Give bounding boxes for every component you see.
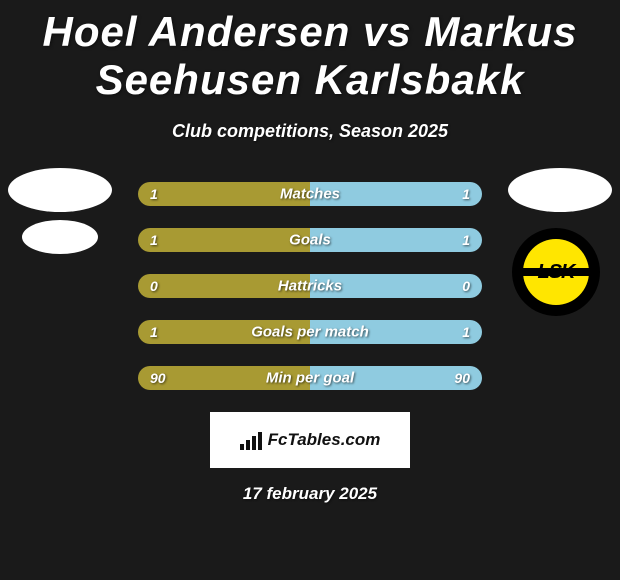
stat-value-right: 90 (454, 370, 470, 386)
stat-value-right: 1 (462, 232, 470, 248)
stat-value-left: 1 (150, 186, 158, 202)
player-left-avatar (8, 168, 112, 212)
stat-value-right: 0 (462, 278, 470, 294)
stat-label: Goals per match (251, 323, 369, 340)
bar-chart-icon (240, 430, 262, 450)
lsk-logo-inner: LSK (523, 239, 589, 305)
player-right-avatar (508, 168, 612, 212)
page-title: Hoel Andersen vs Markus Seehusen Karlsba… (0, 0, 620, 105)
date-line: 17 february 2025 (0, 484, 620, 504)
stat-row: 1 1 Matches (138, 182, 482, 206)
stat-value-left: 1 (150, 324, 158, 340)
stat-label: Goals (289, 231, 331, 248)
stat-label: Min per goal (266, 369, 354, 386)
club-left-avatar (22, 220, 98, 254)
stat-label: Hattricks (278, 277, 342, 294)
stat-value-right: 1 (462, 186, 470, 202)
fctables-badge: FcTables.com (210, 412, 410, 468)
stat-bar-left (138, 228, 310, 252)
stat-value-left: 0 (150, 278, 158, 294)
stat-value-left: 90 (150, 370, 166, 386)
stat-bar-right (310, 228, 482, 252)
stat-row: 0 0 Hattricks (138, 274, 482, 298)
brand-text: FcTables.com (268, 430, 381, 450)
stat-row: 1 1 Goals (138, 228, 482, 252)
club-right-logo: LSK (512, 228, 600, 316)
stat-value-left: 1 (150, 232, 158, 248)
stat-row: 1 1 Goals per match (138, 320, 482, 344)
stat-label: Matches (280, 185, 340, 202)
stat-row: 90 90 Min per goal (138, 366, 482, 390)
stat-value-right: 1 (462, 324, 470, 340)
lsk-logo-text: LSK (538, 261, 575, 284)
page-subtitle: Club competitions, Season 2025 (0, 121, 620, 142)
